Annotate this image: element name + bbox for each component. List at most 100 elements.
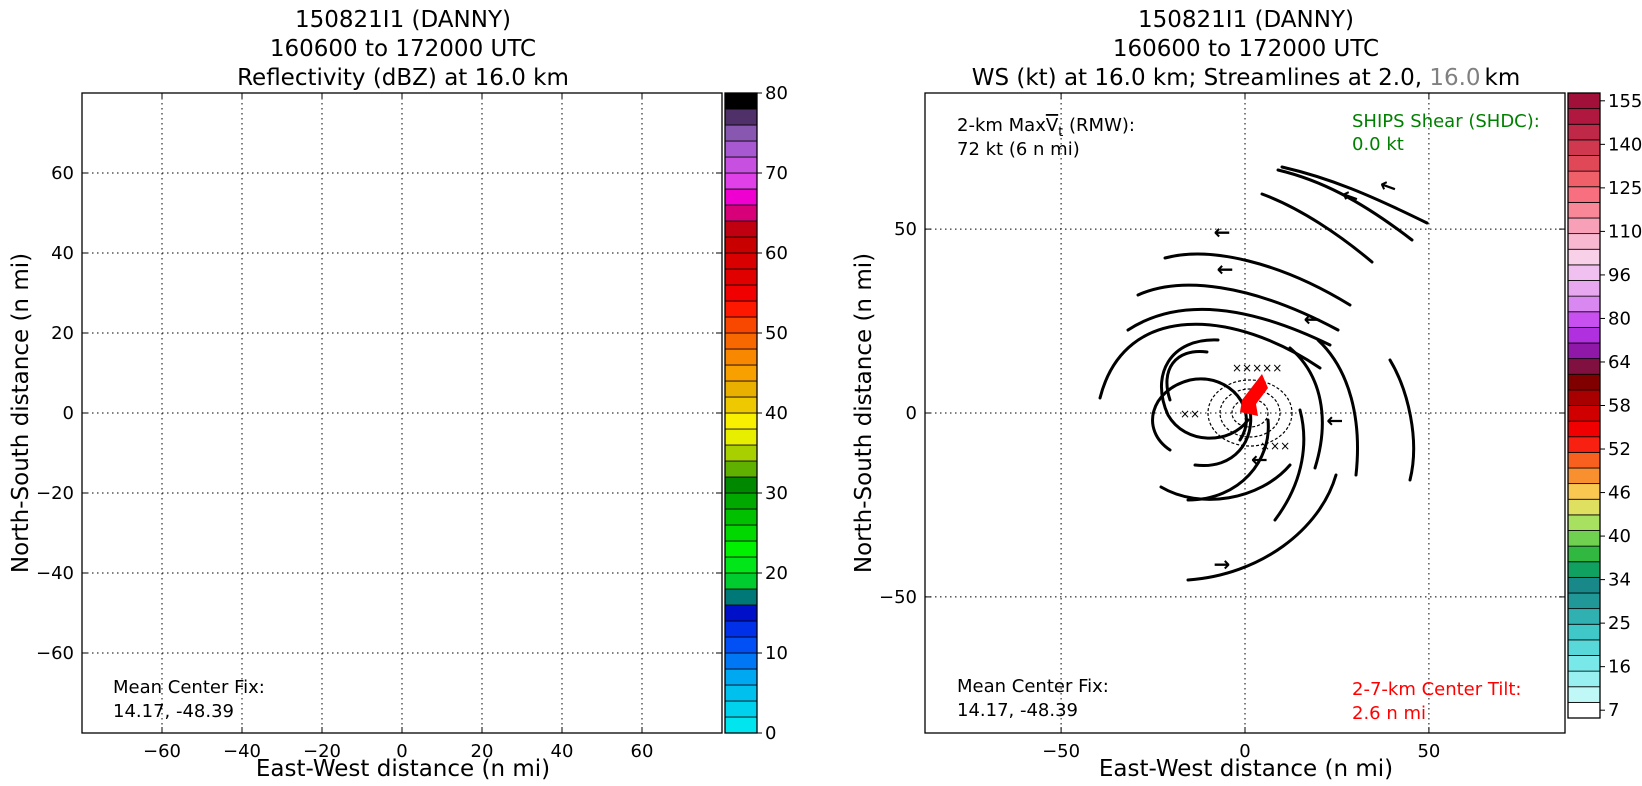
- tilt-value: 2.6 n mi: [1352, 703, 1426, 724]
- right-colorbar-cell: [1567, 264, 1601, 281]
- left-colorbar-cell: [724, 284, 758, 302]
- left-colorbar-cell: [724, 268, 758, 286]
- left-x-axis-label: East-West distance (n mi): [256, 756, 550, 782]
- right-colorbar-cell: [1567, 248, 1601, 266]
- tilt-label: 2-7-km Center Tilt:: [1352, 679, 1521, 700]
- right-colorbar-cell: [1567, 373, 1601, 391]
- left-colorbar-cell: [724, 348, 758, 366]
- left-y-axis-label: North-South distance (n mi): [8, 253, 34, 573]
- left-colorbar-cell: [724, 540, 758, 558]
- left-colorbar-cell: [724, 652, 758, 670]
- left-title-line2: 160600 to 172000 UTC: [270, 36, 536, 62]
- max-vt-text: 2-km Max: [957, 115, 1046, 136]
- right-colorbar-tick-label: 46: [1608, 483, 1631, 504]
- max-vt-value: 72 kt (6 n mi): [957, 139, 1080, 160]
- right-colorbar-cell: [1567, 217, 1601, 235]
- left-center-fix-value: 14.17, -48.39: [113, 701, 234, 722]
- left-colorbar-cell: [724, 92, 758, 110]
- right-colorbar-cell: [1567, 108, 1601, 125]
- right-colorbar-cell: [1567, 92, 1601, 110]
- left-y-ticks: −60 −40 −20 0 20 40 60: [36, 163, 722, 664]
- left-colorbar-cell: [724, 108, 758, 126]
- streamline: [1136, 283, 1340, 332]
- left-colorbar-cell: [724, 524, 758, 542]
- streamline-arrowhead: ↑: [1323, 413, 1347, 430]
- left-x-tick-label: 20: [471, 741, 494, 762]
- right-colorbar-tick-label: 125: [1608, 178, 1642, 199]
- max-vt-subscript: t: [1058, 125, 1063, 140]
- right-colorbar-cell: [1567, 498, 1601, 516]
- right-y-axis-label: North-South distance (n mi): [851, 253, 877, 573]
- reflectivity-panel: 150821I1 (DANNY) 160600 to 172000 UTC Re…: [8, 7, 788, 782]
- streamline-arrowhead: →: [1214, 552, 1231, 576]
- left-colorbar-tick-label: 0: [765, 723, 776, 744]
- left-y-tick-label: −60: [36, 643, 74, 664]
- left-colorbar-tick-label: 50: [765, 323, 788, 344]
- max-vt-rmw: (RMW):: [1063, 115, 1135, 136]
- left-x-ticks: −60 −40 −20 0 20 40 60: [143, 93, 653, 762]
- streamline-arrowhead: ←: [1217, 257, 1234, 281]
- streamline: [1260, 192, 1374, 264]
- streamline: [1288, 346, 1324, 470]
- left-colorbar-cell: [724, 428, 758, 446]
- right-title-line2: 160600 to 172000 UTC: [1113, 36, 1379, 62]
- left-x-tick-label: 0: [396, 741, 407, 762]
- left-colorbar-cell: [724, 252, 758, 270]
- left-x-tick-label: 40: [551, 741, 574, 762]
- left-colorbar-cell: [724, 444, 758, 462]
- hatch-marks: ××: [1180, 407, 1200, 421]
- left-colorbar: 0 10 20 30 40 50 60 70 80: [724, 83, 788, 744]
- right-colorbar-cell: [1567, 139, 1601, 156]
- right-colorbar-tick-label: 64: [1608, 352, 1631, 373]
- streamline: [1316, 338, 1359, 477]
- left-colorbar-cell: [724, 636, 758, 654]
- left-y-tick-label: 20: [51, 323, 74, 344]
- streamline: [1165, 350, 1209, 402]
- right-colorbar-cell: [1567, 545, 1601, 563]
- right-colorbar-cell: [1567, 608, 1601, 625]
- streamline-arrows: ← ← ← ← ← ↑ ↓ →: [1214, 172, 1401, 576]
- streamline: [1388, 358, 1416, 482]
- right-center-fix-value: 14.17, -48.39: [957, 700, 1078, 721]
- right-colorbar-tick-label: 7: [1608, 700, 1619, 721]
- right-colorbar-cell: [1567, 326, 1601, 344]
- shear-label: SHIPS Shear (SHDC):: [1352, 111, 1540, 132]
- streamline: [1193, 408, 1253, 468]
- streamline: [1186, 473, 1338, 582]
- streamline: [1163, 252, 1352, 307]
- left-colorbar-tick-label: 10: [765, 643, 788, 664]
- left-title-line1: 150821I1 (DANNY): [295, 7, 511, 33]
- right-colorbar-cell: [1567, 670, 1601, 688]
- right-title-line3-prefix: WS (kt) at 16.0 km; Streamlines at 2.0,: [972, 65, 1430, 91]
- right-colorbar-cell: [1567, 576, 1601, 594]
- right-colorbar-tick-label: 52: [1608, 439, 1631, 460]
- left-colorbar-cell: [724, 668, 758, 686]
- right-colorbar-cell: [1567, 639, 1601, 656]
- right-colorbar-cell: [1567, 483, 1601, 500]
- left-y-tick-label: 0: [63, 403, 74, 424]
- left-colorbar-cell: [724, 556, 758, 574]
- streamlines: [1098, 165, 1429, 582]
- right-colorbar-cell: [1567, 420, 1601, 438]
- right-center-fix-label: Mean Center Fix:: [957, 676, 1109, 697]
- left-x-tick-label: −60: [143, 741, 181, 762]
- right-colorbar-cell: [1567, 514, 1601, 531]
- left-y-tick-label: 40: [51, 243, 74, 264]
- streamline: [1280, 165, 1429, 225]
- right-colorbar-tick-label: 155: [1608, 91, 1642, 112]
- left-y-tick-label: 60: [51, 163, 74, 184]
- left-colorbar-cell: [724, 396, 758, 414]
- right-colorbar-cell: [1567, 530, 1601, 547]
- left-colorbar-cell: [724, 156, 758, 174]
- streamline: [1126, 307, 1332, 347]
- hatch-ring-outer: [1207, 379, 1293, 447]
- right-colorbar-cell: [1567, 686, 1601, 703]
- left-colorbar-cell: [724, 140, 758, 158]
- right-colorbar-tick-label: 58: [1608, 396, 1631, 417]
- right-title-line3-gray: 16.0: [1429, 65, 1480, 91]
- left-y-tick-label: −40: [36, 563, 74, 584]
- right-y-ticks: −50 0 50: [879, 219, 1565, 608]
- left-colorbar-cell: [724, 300, 758, 318]
- left-colorbar-cell: [724, 716, 758, 734]
- right-x-tick-label: 0: [1239, 741, 1250, 762]
